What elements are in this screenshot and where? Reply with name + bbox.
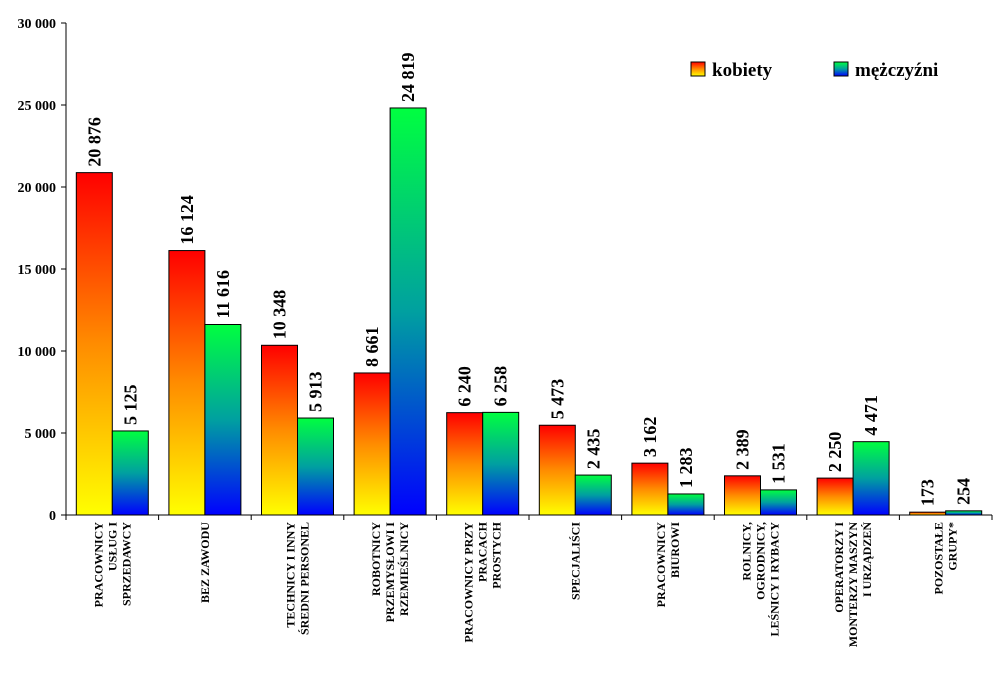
y-tick-label: 0 <box>49 509 56 524</box>
bar-mezczyzni <box>574 474 612 516</box>
bar-kobiety <box>261 344 298 516</box>
category-label: GRUPY* <box>946 522 960 571</box>
data-label-mezczyzni: 254 <box>954 478 974 505</box>
bar-kobiety <box>75 172 113 516</box>
bar-kobiety <box>631 462 669 516</box>
category-label: OPERATORZY I <box>832 522 846 613</box>
bar-kobiety <box>353 372 391 516</box>
data-label-kobiety: 16 124 <box>177 195 197 245</box>
bar-mezczyzni <box>852 441 890 516</box>
bar-mezczyzni <box>482 411 520 516</box>
data-label-mezczyzni: 5 125 <box>120 384 140 425</box>
bar-kobiety <box>724 475 761 516</box>
legend: kobiety mężczyźni <box>690 60 938 81</box>
category-label: PRACACH <box>476 521 490 582</box>
legend-label-mezczyzni: mężczyźni <box>855 60 938 81</box>
bar-kobiety <box>909 511 947 516</box>
data-label-kobiety: 3 162 <box>640 417 660 458</box>
data-label-mezczyzni: 24 819 <box>398 52 418 102</box>
bar-kobiety <box>168 250 206 516</box>
category-label: USŁUG I <box>105 522 119 571</box>
legend-swatch-kobiety <box>690 61 706 77</box>
bar-mezczyzni <box>111 430 149 516</box>
category-label: TECHNICY I INNY <box>284 522 298 628</box>
data-label-mezczyzni: 5 913 <box>306 372 326 413</box>
data-label-kobiety: 5 473 <box>547 379 567 420</box>
data-label-mezczyzni: 2 435 <box>583 429 603 470</box>
y-tick-label: 5 000 <box>25 427 57 442</box>
y-tick-label: 10 000 <box>18 345 57 360</box>
data-label-kobiety: 8 661 <box>362 326 382 367</box>
bar-mezczyzni <box>760 489 797 516</box>
category-label: PRACOWNICY PRZY <box>462 522 476 643</box>
data-label-mezczyzni: 1 283 <box>676 447 696 488</box>
category-label: OGRODNICY, <box>754 522 768 600</box>
category-label: SPECJALIŚCI <box>568 522 582 600</box>
bar-kobiety <box>446 412 484 516</box>
data-label-mezczyzni: 11 616 <box>213 270 233 319</box>
category-label: MONTERZY MASZYN <box>846 522 860 648</box>
bar-mezczyzni <box>204 323 242 516</box>
bar-mezczyzni <box>667 493 705 516</box>
data-label-mezczyzni: 1 531 <box>769 443 789 484</box>
bar-mezczyzni <box>297 417 334 516</box>
legend-swatch-mezczyzni <box>833 61 849 77</box>
data-label-mezczyzni: 4 471 <box>861 395 881 436</box>
category-label: BIUROWI <box>668 522 682 578</box>
bar-mezczyzni <box>389 107 427 516</box>
bar-kobiety <box>538 424 576 516</box>
category-label: ROBOTNICY <box>369 522 383 596</box>
category-label: ROLNICY, <box>740 522 754 581</box>
category-label: BEZ ZAWODU <box>198 522 212 603</box>
category-label: PRACOWNICY <box>654 522 668 608</box>
category-label: LEŚNICY I RYBACY <box>768 522 782 637</box>
category-label: ŚREDNI PERSONEL <box>298 522 312 635</box>
y-tick-label: 30 000 <box>18 17 57 32</box>
category-label: PRACOWNICY <box>91 522 105 608</box>
data-label-kobiety: 10 348 <box>270 290 290 340</box>
data-label-kobiety: 2 250 <box>825 432 845 473</box>
category-label: RZEMIEŚLNICY <box>397 522 411 616</box>
data-label-kobiety: 173 <box>918 479 938 506</box>
y-tick-label: 25 000 <box>18 99 57 114</box>
bar-mezczyzni <box>945 510 983 516</box>
legend-label-kobiety: kobiety <box>712 60 773 81</box>
category-label: SPRZEDAWCY <box>119 522 133 606</box>
data-label-kobiety: 20 876 <box>84 117 104 167</box>
bar-kobiety <box>816 477 854 516</box>
category-label: PROSTYCH <box>490 521 504 588</box>
category-label: POZOSTAŁE <box>932 522 946 594</box>
y-tick-label: 20 000 <box>18 181 57 196</box>
data-label-kobiety: 6 240 <box>455 366 475 407</box>
data-label-mezczyzni: 6 258 <box>491 366 511 407</box>
category-label: I URZĄDZEŃ <box>860 522 874 597</box>
data-label-kobiety: 2 389 <box>733 429 753 470</box>
category-label: PRZEMYSŁOWI I <box>383 522 397 623</box>
y-tick-label: 15 000 <box>18 263 57 278</box>
